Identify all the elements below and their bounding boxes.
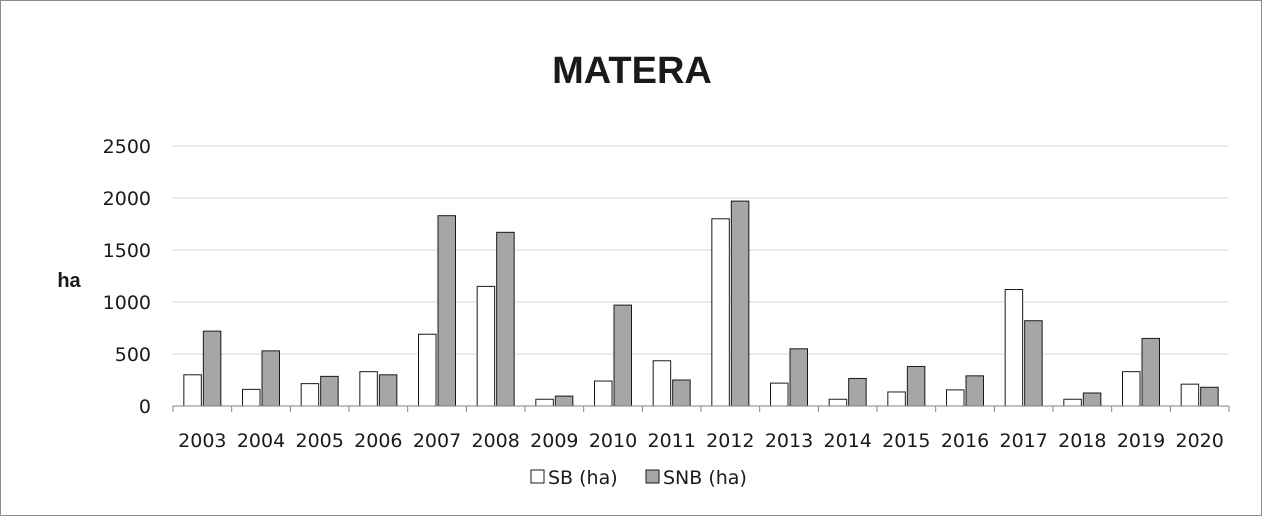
bar-sb-2017 [1004,289,1024,407]
y-tick-label: 500 [115,344,151,366]
x-tick-label: 2020 [1175,430,1223,452]
x-tick-label: 2015 [882,430,930,452]
x-tick-label: 2017 [999,430,1047,452]
bar-sb-2003 [183,374,202,407]
bar-snb-2015 [906,365,926,407]
bar-snb-2014 [848,377,867,407]
x-tick-label: 2012 [706,430,754,452]
bar-sb-2014 [828,398,848,407]
x-tick-label: 2006 [354,430,402,452]
x-tick-label: 2003 [178,430,226,452]
bar-snb-2006 [378,374,398,407]
bar-sb-2011 [652,360,672,407]
x-tick-label: 2013 [765,430,813,452]
bar-sb-2004 [242,388,261,407]
y-tick-label: 1000 [103,292,151,314]
bar-snb-2017 [1024,320,1043,407]
y-tick-label: 2500 [103,136,151,158]
x-tick-label: 2010 [589,430,637,452]
bar-sb-2012 [711,218,730,407]
bar-sb-2006 [359,371,378,407]
bar-sb-2019 [1122,371,1141,407]
bar-sb-2010 [594,380,613,407]
legend: SB (ha) SNB (ha) [530,467,747,489]
bar-sb-2013 [770,382,789,407]
x-tick-label: 2009 [530,430,578,452]
bar-snb-2010 [613,304,632,407]
x-axis-ticks: 2003 2004 2005 2006 2007 2008 2009 2010 2011 2012… [178,430,1224,452]
bar-sb-2015 [887,391,906,407]
bar-snb-2005 [320,375,339,407]
bar-sb-2005 [300,383,320,407]
bars [183,200,1219,407]
bar-sb-2018 [1063,398,1082,407]
bar-sb-2008 [476,285,496,407]
chart-title: MATERA [552,50,712,92]
bar-sb-2007 [418,333,437,407]
x-tick-label: 2005 [295,430,343,452]
y-axis-ticks: 0 500 1000 1500 2000 2500 [103,136,151,418]
x-tick-label: 2019 [1117,430,1165,452]
x-tick-label: 2011 [647,430,695,452]
x-tick-label: 2016 [941,430,989,452]
bar-snb-2011 [672,379,691,407]
bar-snb-2009 [554,395,574,407]
x-axis [172,405,1230,412]
y-axis-label: ha [57,270,81,292]
bar-sb-2020 [1180,383,1200,407]
legend-label-sb: SB (ha) [548,467,618,489]
bar-snb-2013 [789,348,808,407]
x-tick-label: 2008 [471,430,519,452]
bar-snb-2007 [437,215,456,407]
bar-snb-2016 [965,375,984,407]
x-tick-label: 2004 [237,430,285,452]
x-tick-label: 2014 [823,430,871,452]
y-tick-label: 0 [139,396,151,418]
gridlines [173,145,1229,355]
bar-snb-2004 [261,350,280,407]
legend-swatch-sb [530,469,545,484]
bar-snb-2019 [1141,337,1160,407]
bar-snb-2012 [730,200,750,407]
legend-label-snb: SNB (ha) [663,467,747,489]
x-tick-label: 2018 [1058,430,1106,452]
x-tick-label: 2007 [413,430,461,452]
legend-swatch-snb [645,469,660,484]
bar-snb-2008 [496,231,515,407]
bar-sb-2016 [946,389,965,407]
bar-snb-2018 [1082,392,1102,407]
bar-snb-2020 [1200,386,1219,407]
y-tick-label: 1500 [103,240,151,262]
bar-snb-2003 [202,330,222,407]
bar-sb-2009 [535,398,554,407]
y-tick-label: 2000 [103,188,151,210]
